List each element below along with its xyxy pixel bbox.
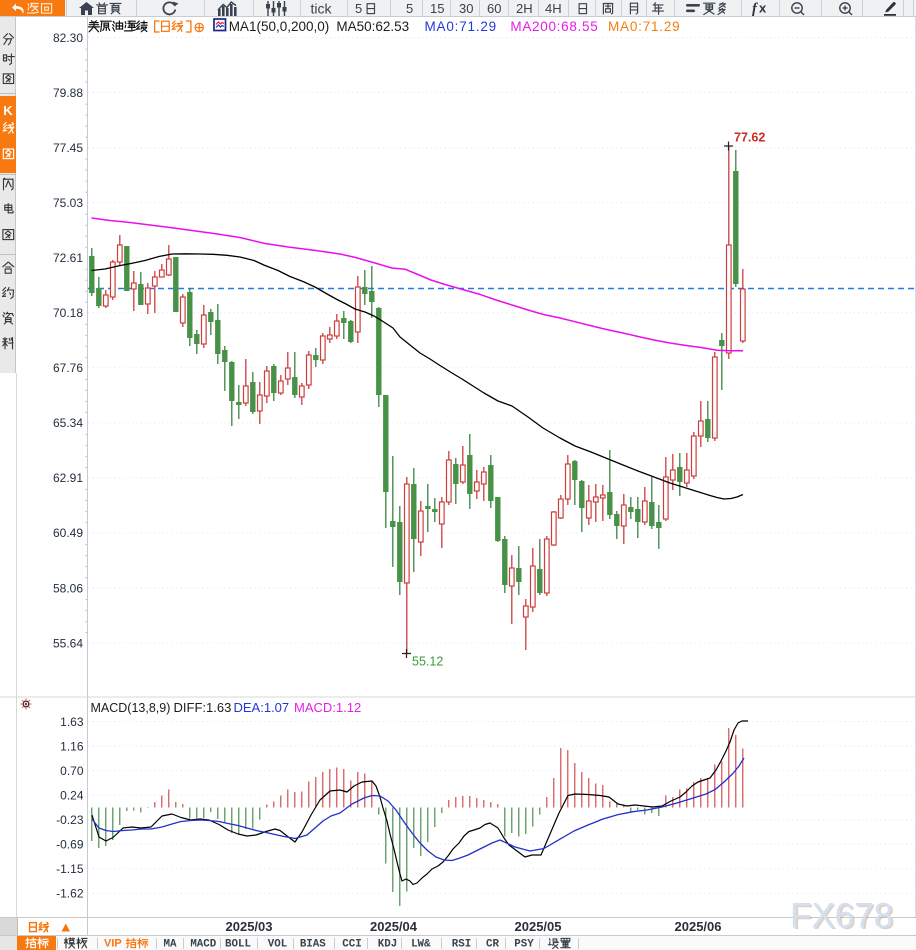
svg-text:f: f	[752, 1, 759, 17]
svg-text:KDJ: KDJ	[378, 939, 397, 950]
svg-text:70.18: 70.18	[53, 306, 83, 320]
svg-text:65.34: 65.34	[53, 416, 83, 430]
svg-text:BOLL: BOLL	[225, 939, 251, 950]
svg-text:CCI: CCI	[342, 939, 361, 950]
svg-text:BIAS: BIAS	[300, 939, 326, 950]
svg-text:79.88: 79.88	[53, 86, 83, 100]
svg-text:55.12: 55.12	[412, 655, 443, 669]
svg-text:-0.23: -0.23	[56, 813, 84, 827]
svg-text:77.62: 77.62	[734, 131, 765, 145]
svg-text:FX678: FX678	[792, 898, 895, 937]
svg-text:5: 5	[355, 1, 362, 16]
svg-text:MA0:71.29: MA0:71.29	[425, 19, 498, 34]
svg-text:60.49: 60.49	[53, 526, 83, 540]
svg-text:62.91: 62.91	[53, 471, 83, 485]
svg-text:55.64: 55.64	[53, 636, 83, 650]
svg-text:MACD(13,8,9): MACD(13,8,9)	[91, 701, 171, 715]
svg-text:tick: tick	[311, 1, 333, 17]
svg-text:2025/04: 2025/04	[370, 919, 418, 934]
svg-text:2025/06: 2025/06	[675, 919, 722, 934]
svg-text:PSY: PSY	[514, 939, 534, 950]
svg-text:4H: 4H	[545, 1, 562, 16]
svg-text:2025/03: 2025/03	[226, 919, 273, 934]
svg-text:VIP: VIP	[104, 938, 122, 950]
svg-text:-1.62: -1.62	[56, 887, 84, 901]
svg-text:58.06: 58.06	[53, 581, 83, 595]
svg-text:MACD:1.12: MACD:1.12	[294, 700, 361, 715]
svg-text:-0.69: -0.69	[56, 838, 84, 852]
svg-text:DIFF:1.63: DIFF:1.63	[174, 700, 232, 715]
svg-text:72.61: 72.61	[53, 251, 83, 265]
svg-text:82.30: 82.30	[53, 31, 83, 45]
svg-text:30: 30	[459, 1, 473, 16]
svg-text:2025/05: 2025/05	[515, 919, 562, 934]
svg-text:MA0:71.29: MA0:71.29	[608, 19, 681, 34]
svg-text:-1.15: -1.15	[56, 862, 84, 876]
svg-text:MA: MA	[164, 939, 177, 950]
svg-text:K: K	[3, 103, 13, 118]
svg-text:DEA:1.07: DEA:1.07	[234, 700, 290, 715]
svg-text:75.03: 75.03	[53, 196, 83, 210]
svg-text:RSI: RSI	[452, 939, 471, 950]
svg-text:MACD: MACD	[190, 939, 216, 950]
svg-text:0.70: 0.70	[60, 764, 84, 778]
svg-text:2H: 2H	[516, 1, 533, 16]
svg-text:0.24: 0.24	[60, 788, 84, 802]
svg-text:FX678: FX678	[790, 897, 893, 936]
svg-text:1.63: 1.63	[60, 715, 84, 729]
svg-text:67.76: 67.76	[53, 361, 83, 375]
svg-text:x: x	[759, 1, 767, 16]
svg-text:15: 15	[430, 1, 444, 16]
svg-text:MA1(50,0,200,0): MA1(50,0,200,0)	[229, 19, 330, 34]
svg-text:60: 60	[487, 1, 501, 16]
svg-text:MA200:68.55: MA200:68.55	[510, 19, 598, 34]
svg-text:5: 5	[406, 1, 413, 16]
svg-text:77.45: 77.45	[53, 141, 83, 155]
svg-text:1.16: 1.16	[60, 739, 84, 753]
svg-text:LW&: LW&	[411, 939, 431, 950]
svg-text:CR: CR	[486, 939, 499, 950]
svg-text:VOL: VOL	[268, 939, 287, 950]
svg-text:MA50:62.53: MA50:62.53	[336, 19, 409, 34]
